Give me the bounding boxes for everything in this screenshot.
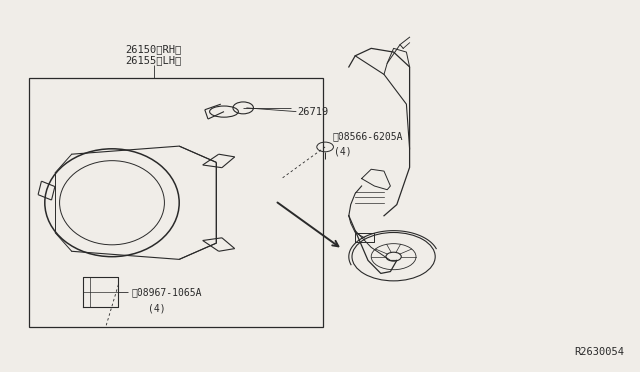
Text: (4): (4) [333,147,351,157]
Text: R2630054: R2630054 [574,347,624,357]
Text: 26719: 26719 [298,107,329,116]
Text: 26150〈RH〉: 26150〈RH〉 [125,44,182,54]
Text: Ⓡ08967-1065A: Ⓡ08967-1065A [131,287,202,297]
Bar [29,78,323,327]
Text: Ⓢ08566-6205A: Ⓢ08566-6205A [333,131,403,141]
Text: 26155〈LH〉: 26155〈LH〉 [125,55,182,65]
Text: (4): (4) [148,303,166,313]
